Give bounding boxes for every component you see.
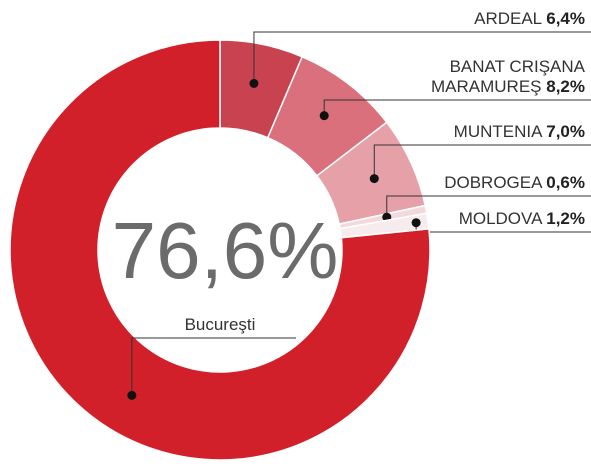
category-label: ARDEAL xyxy=(474,9,542,28)
category-label: MUNTENIA xyxy=(453,122,542,141)
leader-dot xyxy=(127,390,137,400)
leader-line xyxy=(373,144,591,179)
leader-line xyxy=(253,31,591,84)
segment-label: DOBROGEA 0,6% xyxy=(410,173,585,193)
value-label: 7,0% xyxy=(546,122,585,141)
donut-segment xyxy=(9,39,431,461)
segment-label: MOLDOVA 1,2% xyxy=(410,209,585,229)
category-label: Bucureşti xyxy=(185,315,256,334)
leader-dot xyxy=(369,174,379,184)
leader-line xyxy=(386,195,591,218)
segment-label: BANAT CRIŞANA MARAMUREŞ 8,2% xyxy=(410,57,585,97)
leader-dot xyxy=(319,111,329,121)
segment-label: MUNTENIA 7,0% xyxy=(410,122,585,142)
value-label: 8,2% xyxy=(546,77,585,96)
segment-label: ARDEAL 6,4% xyxy=(410,9,585,29)
category-label: BANAT CRIŞANA MARAMUREŞ xyxy=(431,57,585,96)
value-label: 0,6% xyxy=(546,173,585,192)
value-label: 6,4% xyxy=(546,9,585,28)
center-value: 76,6% xyxy=(112,206,339,295)
category-label: MOLDOVA xyxy=(458,209,542,228)
leader-dot xyxy=(411,218,421,228)
leader-line xyxy=(323,99,591,116)
value-label: 1,2% xyxy=(546,209,585,228)
leader-line xyxy=(131,337,296,396)
leader-dot xyxy=(249,78,259,88)
category-label: DOBROGEA xyxy=(444,173,542,192)
